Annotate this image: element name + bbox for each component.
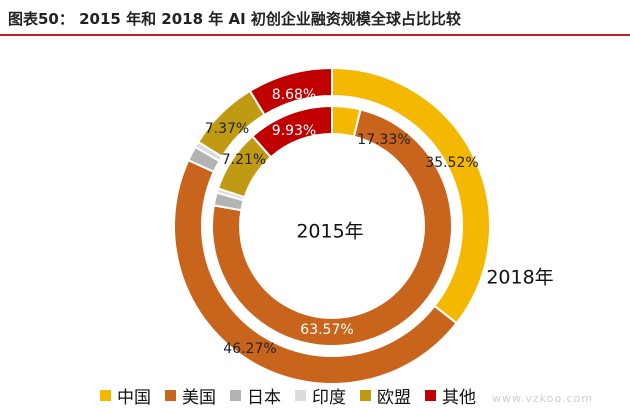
legend-swatch-usa bbox=[165, 390, 176, 401]
outer-data-label-china: 35.52% bbox=[425, 155, 478, 171]
legend-item-india: 印度 bbox=[295, 383, 346, 408]
outer-data-label-other: 8.68% bbox=[272, 87, 316, 103]
outer-data-label-eu: 7.37% bbox=[205, 121, 249, 137]
watermark: www.vzkoo.com bbox=[492, 392, 593, 405]
title-rule bbox=[0, 34, 630, 36]
legend-swatch-japan bbox=[230, 390, 241, 401]
legend-label-china: 中国 bbox=[117, 388, 151, 408]
legend-item-china: 中国 bbox=[100, 383, 151, 408]
center-label-2015: 2015年 bbox=[296, 221, 363, 243]
inner-data-label-usa: 63.57% bbox=[300, 322, 353, 338]
outer-data-label-usa: 46.27% bbox=[223, 341, 276, 357]
inner-ring-slice-usa bbox=[211, 108, 453, 347]
inner-data-label-eu: 7.21% bbox=[222, 152, 266, 168]
legend-item-usa: 美国 bbox=[165, 383, 216, 408]
legend-item-japan: 日本 bbox=[230, 383, 281, 408]
inner-data-label-other: 9.93% bbox=[272, 123, 316, 139]
legend-swatch-eu bbox=[360, 390, 371, 401]
legend-swatch-other bbox=[425, 390, 436, 401]
inner-ring-slice-other bbox=[250, 104, 333, 159]
legend-label-japan: 日本 bbox=[247, 388, 281, 408]
legend-swatch-china bbox=[100, 390, 111, 401]
legend-swatch-india bbox=[295, 390, 306, 401]
figure-title: 图表50： 2015 年和 2018 年 AI 初创企业融资规模全球占比比较 bbox=[8, 10, 461, 28]
legend-item-eu: 欧盟 bbox=[360, 383, 411, 408]
legend: 中国 美国 日本 印度 欧盟 其他 bbox=[100, 383, 490, 408]
legend-label-eu: 欧盟 bbox=[377, 388, 411, 408]
legend-item-other: 其他 bbox=[425, 383, 476, 408]
legend-label-india: 印度 bbox=[312, 388, 346, 408]
legend-label-usa: 美国 bbox=[182, 388, 216, 408]
legend-label-other: 其他 bbox=[442, 388, 476, 408]
outer-ring-slice-other bbox=[248, 66, 333, 117]
outer-ring-label-2018: 2018年 bbox=[486, 267, 553, 289]
inner-data-label-china: 17.33% bbox=[357, 132, 410, 148]
